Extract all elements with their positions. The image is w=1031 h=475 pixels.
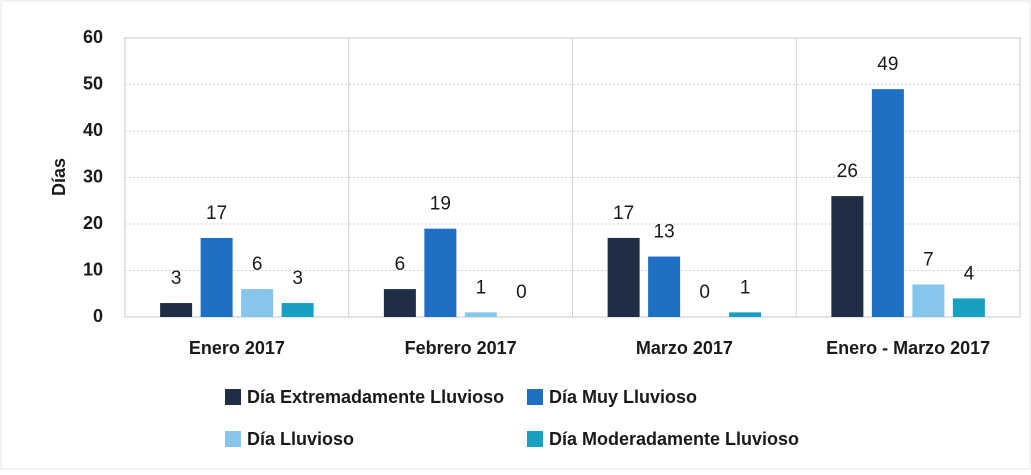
bar (281, 303, 314, 317)
data-label: 17 (206, 203, 227, 224)
legend: Día Extremadamente Lluvioso Día Muy Lluv… (225, 387, 799, 449)
bar (871, 89, 904, 318)
bar (912, 284, 945, 317)
data-label: 6 (395, 254, 406, 275)
legend-swatch (225, 389, 241, 405)
data-label: 3 (171, 268, 182, 289)
data-label: 0 (516, 282, 527, 303)
bar (831, 196, 864, 317)
y-tick-label: 0 (93, 306, 103, 326)
data-label: 4 (964, 263, 975, 284)
y-tick-label: 10 (83, 259, 103, 279)
data-label: 1 (740, 277, 751, 298)
data-label: 0 (699, 282, 710, 303)
y-tick-label: 60 (83, 27, 103, 47)
x-tick-label: Enero 2017 (189, 338, 285, 358)
data-label: 17 (613, 203, 634, 224)
bar (729, 312, 762, 317)
y-tick-label: 40 (83, 120, 103, 140)
y-tick-label: 50 (83, 73, 103, 93)
data-label: 7 (923, 249, 934, 270)
data-label: 49 (877, 54, 898, 75)
bar (160, 303, 193, 317)
data-label: 26 (837, 161, 858, 182)
bar (607, 237, 640, 317)
x-tick-label: Marzo 2017 (636, 338, 733, 358)
data-label: 1 (476, 277, 487, 298)
data-label: 13 (654, 222, 675, 243)
legend-label: Día Moderadamente Lluvioso (549, 429, 799, 449)
legend-label: Día Lluvioso (247, 429, 354, 449)
legend-label: Día Extremadamente Lluvioso (247, 387, 504, 407)
bar (241, 289, 274, 317)
legend-label: Día Muy Lluvioso (549, 387, 697, 407)
plot-frame (124, 37, 1021, 318)
bar (952, 298, 985, 317)
data-label: 6 (252, 254, 263, 275)
x-tick-label: Febrero 2017 (405, 338, 517, 358)
data-label: 19 (430, 194, 451, 215)
y-axis-label: Días (49, 158, 69, 196)
bar (648, 256, 681, 317)
y-tick-label: 30 (83, 166, 103, 186)
legend-swatch (527, 431, 543, 447)
bar (464, 312, 497, 317)
x-tick-label: Enero - Marzo 2017 (826, 338, 990, 358)
bar (200, 237, 233, 317)
legend-swatch (225, 431, 241, 447)
data-label: 3 (292, 268, 303, 289)
bar (383, 289, 416, 317)
legend-swatch (527, 389, 543, 405)
bar (424, 228, 457, 317)
y-tick-label: 20 (83, 213, 103, 233)
